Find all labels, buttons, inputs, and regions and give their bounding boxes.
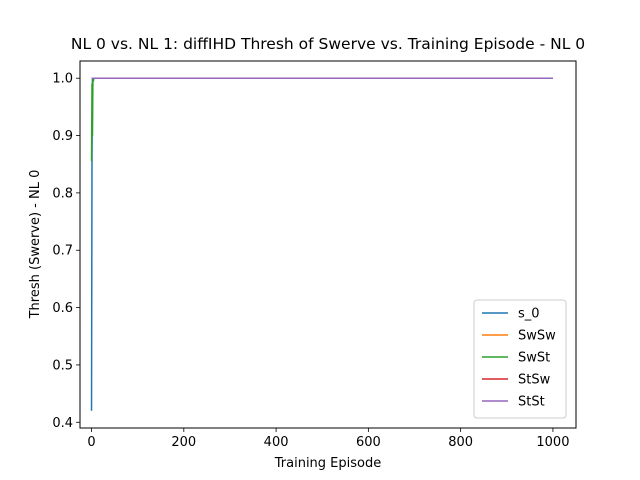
x-axis-ticks: 0 200 400 600 800 1000 [87, 428, 569, 450]
y-axis-ticks: 0.4 0.5 0.6 0.7 0.8 0.9 1.0 [52, 72, 80, 431]
legend-label-stsw: StSw [518, 373, 551, 388]
x-tick-label: 200 [171, 435, 196, 450]
y-tick-label: 0.9 [52, 129, 73, 144]
chart-title: NL 0 vs. NL 1: diffIHD Thresh of Swerve … [71, 35, 585, 53]
x-tick-label: 1000 [536, 435, 569, 450]
legend-label-s-0: s_0 [518, 307, 540, 322]
y-tick-label: 0.6 [52, 301, 73, 316]
x-tick-label: 800 [448, 435, 473, 450]
x-tick-label: 0 [87, 435, 95, 450]
y-tick-label: 0.4 [52, 416, 73, 431]
legend: s_0 SwSw SwSt StSw StSt [473, 299, 567, 419]
y-axis-label: Thresh (Swerve) - NL 0 [28, 170, 43, 320]
y-tick-label: 0.7 [52, 244, 73, 259]
series-lines [90, 77, 553, 411]
y-tick-label: 0.5 [52, 358, 73, 373]
x-tick-label: 600 [356, 435, 381, 450]
y-tick-label: 0.8 [52, 186, 73, 201]
legend-label-stst: StSt [518, 395, 545, 410]
legend-label-swsw: SwSw [518, 329, 556, 344]
x-axis-label: Training Episode [274, 456, 381, 471]
legend-box [473, 299, 567, 419]
y-tick-label: 1.0 [52, 72, 73, 87]
legend-label-swst: SwSt [518, 351, 550, 366]
x-tick-label: 400 [264, 435, 289, 450]
